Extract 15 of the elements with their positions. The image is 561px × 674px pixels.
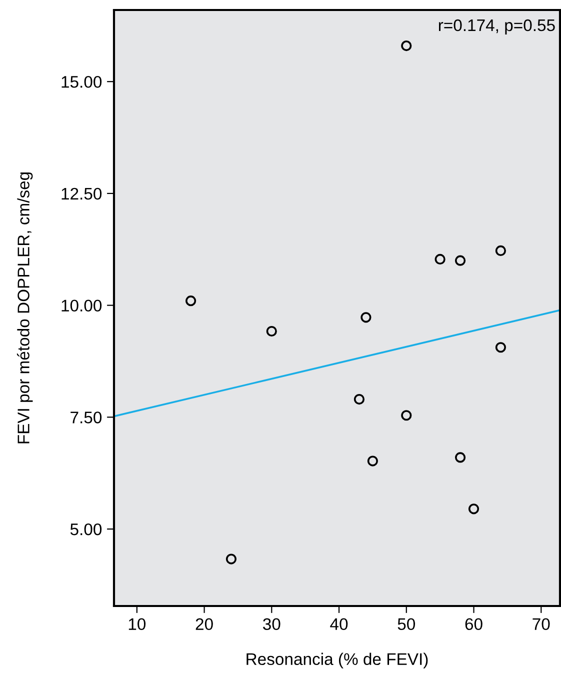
x-tick-label: 50	[398, 618, 416, 630]
x-axis-title: Resonancia (% de FEVI)	[246, 652, 428, 668]
y-tick-label: 15.00	[62, 76, 102, 88]
x-tick-label: 10	[128, 618, 146, 630]
y-tick-label: 12.50	[62, 188, 102, 200]
x-tick-label: 40	[330, 618, 348, 630]
annotation: r=0.174, p=0.55	[438, 19, 555, 34]
y-tick-label: 10.00	[62, 300, 102, 312]
y-tick-label: 7.50	[70, 412, 102, 424]
y-axis-title: FEVI por método DOPPLER, cm/seg	[16, 172, 33, 444]
x-tick-label: 20	[196, 618, 213, 630]
x-tick-label: 30	[263, 618, 280, 630]
x-tick-label: 70	[532, 618, 550, 630]
x-tick-label: 60	[465, 618, 482, 630]
y-tick-label: 5.00	[70, 523, 102, 536]
